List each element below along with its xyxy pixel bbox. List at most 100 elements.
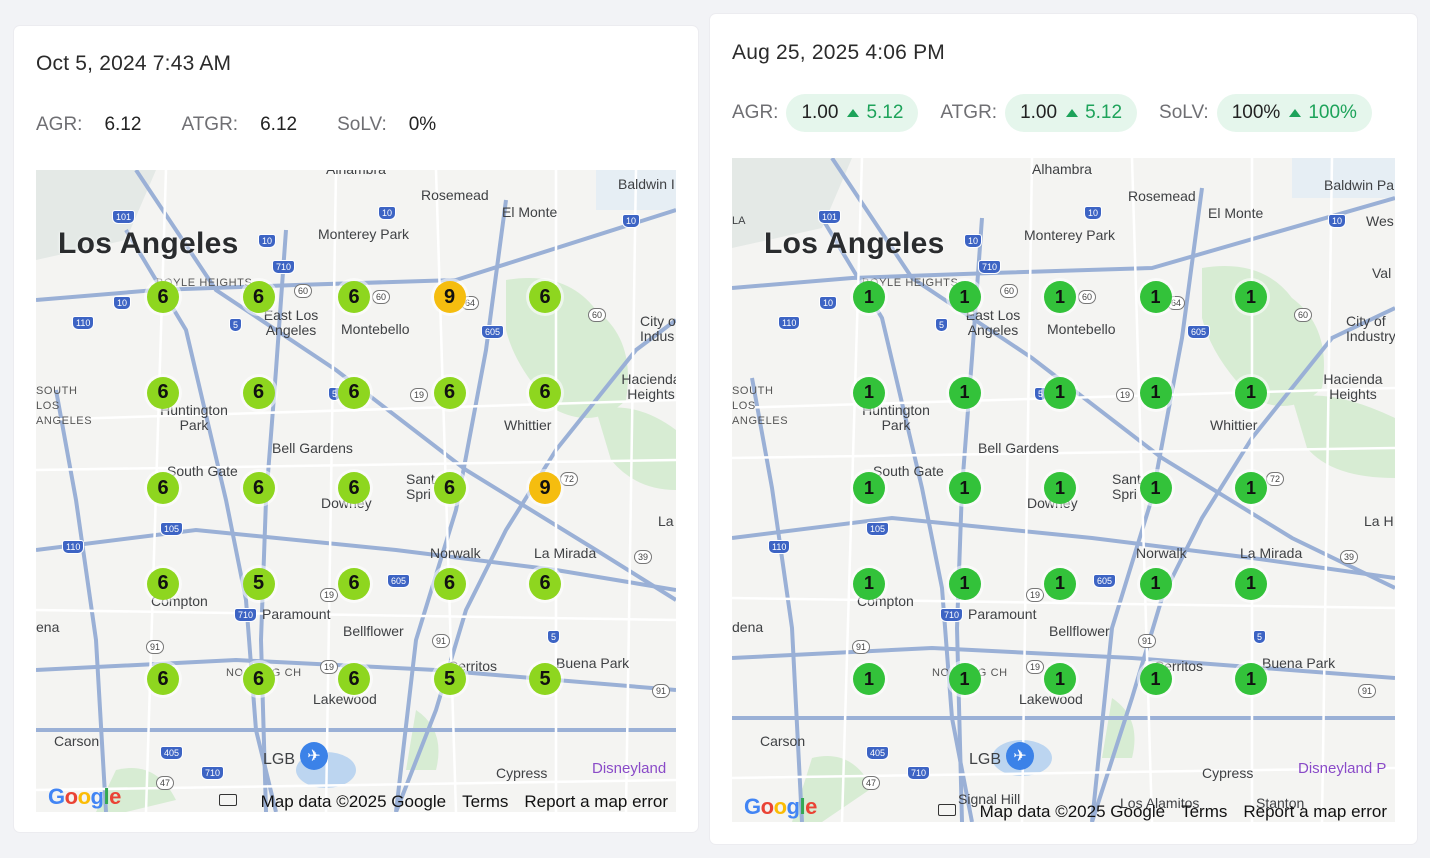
highway-shield-icon: 10	[378, 206, 397, 220]
place-los-angeles: Los Angeles	[764, 227, 945, 260]
route-marker-icon: 91	[1138, 634, 1157, 648]
solv-delta: 100%	[1308, 102, 1357, 123]
grid-marker[interactable]: 9	[433, 281, 466, 313]
grid-marker[interactable]: 1	[1139, 472, 1172, 504]
grid-marker[interactable]: 1	[853, 472, 885, 504]
grid-marker[interactable]: 1	[1235, 567, 1267, 600]
grid-marker[interactable]: 1	[853, 567, 885, 600]
place-disneyland: Disneyland	[592, 760, 667, 777]
grid-marker[interactable]: 1	[1139, 281, 1172, 313]
route-marker-icon: 19	[1026, 660, 1045, 674]
place-lgb: LGB	[263, 751, 296, 768]
grid-marker[interactable]: 6	[338, 567, 370, 600]
atgr-label: ATGR:	[181, 114, 239, 135]
grid-marker[interactable]: 1	[853, 376, 885, 409]
grid-marker[interactable]: 6	[338, 281, 370, 313]
place-la-mirada: La Mirada	[1240, 545, 1303, 561]
terms-link[interactable]: Terms	[1181, 802, 1228, 821]
keyboard-shortcuts-icon[interactable]	[218, 792, 245, 812]
highway-shield-icon: 605	[481, 325, 505, 339]
keyboard-shortcuts-icon[interactable]	[937, 802, 964, 822]
atgr-value: 6.12	[260, 114, 298, 135]
grid-marker[interactable]: 6	[529, 376, 561, 409]
grid-marker[interactable]: 6	[242, 663, 275, 695]
grid-marker[interactable]: 1	[1044, 281, 1076, 313]
route-marker-icon: 47	[156, 776, 175, 790]
grid-marker[interactable]: 1	[1235, 472, 1267, 504]
route-marker-icon: 19	[320, 660, 339, 674]
highway-shield-icon: 10	[964, 234, 983, 248]
place-bellflower: Bellflower	[1049, 623, 1110, 639]
grid-marker[interactable]: 9	[529, 472, 561, 504]
grid-marker[interactable]: 5	[433, 663, 466, 695]
grid-marker[interactable]: 6	[433, 376, 466, 409]
grid-marker[interactable]: 6	[147, 281, 179, 313]
place-buena-park: Buena Park	[556, 655, 630, 671]
highway-shield-icon: 710	[907, 766, 931, 780]
grid-marker[interactable]: 6	[338, 376, 370, 409]
agr-label: AGR:	[36, 114, 83, 135]
route-marker-icon: 91	[146, 640, 165, 654]
grid-marker[interactable]: 1	[1044, 472, 1076, 504]
grid-marker[interactable]: 1	[1139, 376, 1172, 409]
grid-marker[interactable]: 1	[1235, 376, 1267, 409]
map[interactable]: LA Alhambra Rosemead Baldwin Pa El Monte…	[732, 158, 1395, 822]
grid-marker[interactable]: 6	[147, 663, 179, 695]
highway-shield-icon: 110	[72, 316, 95, 330]
grid-marker[interactable]: 5	[529, 663, 561, 695]
grid-marker[interactable]: 1	[853, 281, 885, 313]
route-marker-icon: 91	[852, 640, 871, 654]
report-map-error-link[interactable]: Report a map error	[524, 792, 668, 811]
place-disneyland: Disneyland P	[1298, 760, 1387, 777]
grid-marker[interactable]: 1	[853, 663, 885, 695]
place-alhambra: Alhambra	[326, 170, 386, 177]
map[interactable]: Alhambra Rosemead Baldwin I El Monte Los…	[36, 170, 676, 812]
grid-marker[interactable]: 6	[242, 281, 275, 313]
place-la-mirada: La Mirada	[534, 545, 597, 561]
timestamp: Aug 25, 2025 4:06 PM	[732, 41, 945, 64]
grid-marker[interactable]: 1	[1139, 567, 1172, 600]
grid-marker[interactable]: 6	[147, 472, 179, 504]
report-map-error-link[interactable]: Report a map error	[1243, 802, 1387, 821]
grid-marker[interactable]: 6	[433, 472, 466, 504]
place-paramount: Paramount	[968, 606, 1037, 622]
grid-marker[interactable]: 1	[1235, 281, 1267, 313]
grid-marker[interactable]: 1	[1044, 376, 1076, 409]
agr-value: 6.12	[104, 114, 142, 135]
grid-marker[interactable]: 1	[948, 663, 981, 695]
grid-marker[interactable]: 6	[242, 472, 275, 504]
grid-marker[interactable]: 1	[948, 472, 981, 504]
place-norwalk: Norwalk	[1136, 545, 1187, 561]
grid-marker[interactable]: 1	[948, 376, 981, 409]
highway-shield-icon: 105	[160, 522, 184, 536]
grid-marker[interactable]: 6	[338, 663, 370, 695]
highway-shield-icon: 110	[62, 540, 85, 554]
grid-marker[interactable]: 6	[338, 472, 370, 504]
highway-shield-icon: 605	[1187, 325, 1211, 339]
place-gardena: dena	[732, 619, 764, 635]
agr-label: AGR:	[732, 102, 779, 123]
grid-marker[interactable]: 1	[1044, 567, 1076, 600]
grid-marker[interactable]: 6	[529, 567, 561, 600]
grid-marker[interactable]: 6	[242, 376, 275, 409]
grid-marker[interactable]: 1	[1044, 663, 1076, 695]
place-huntington-park: Huntington Park	[862, 402, 930, 433]
place-baldwin-park: Baldwin Pa	[1324, 177, 1395, 193]
grid-marker[interactable]: 1	[1139, 663, 1172, 695]
airport-icon: ✈	[300, 742, 328, 770]
place-cypress: Cypress	[1202, 765, 1254, 781]
place-paramount: Paramount	[262, 606, 331, 622]
grid-marker[interactable]: 1	[948, 281, 981, 313]
place-val: Val	[1372, 265, 1392, 281]
grid-marker[interactable]: 6	[147, 376, 179, 409]
grid-marker[interactable]: 1	[1235, 663, 1267, 695]
terms-link[interactable]: Terms	[462, 792, 509, 811]
agr-pill: 1.00 5.12	[786, 94, 919, 132]
place-lakewood: Lakewood	[1019, 691, 1083, 707]
grid-marker[interactable]: 5	[242, 567, 275, 600]
grid-marker[interactable]: 6	[433, 567, 466, 600]
grid-marker[interactable]: 6	[529, 281, 561, 313]
grid-marker[interactable]: 1	[948, 567, 981, 600]
snapshot-card-right: Aug 25, 2025 4:06 PM AGR: 1.00 5.12 ATGR…	[710, 14, 1417, 844]
grid-marker[interactable]: 6	[147, 567, 179, 600]
